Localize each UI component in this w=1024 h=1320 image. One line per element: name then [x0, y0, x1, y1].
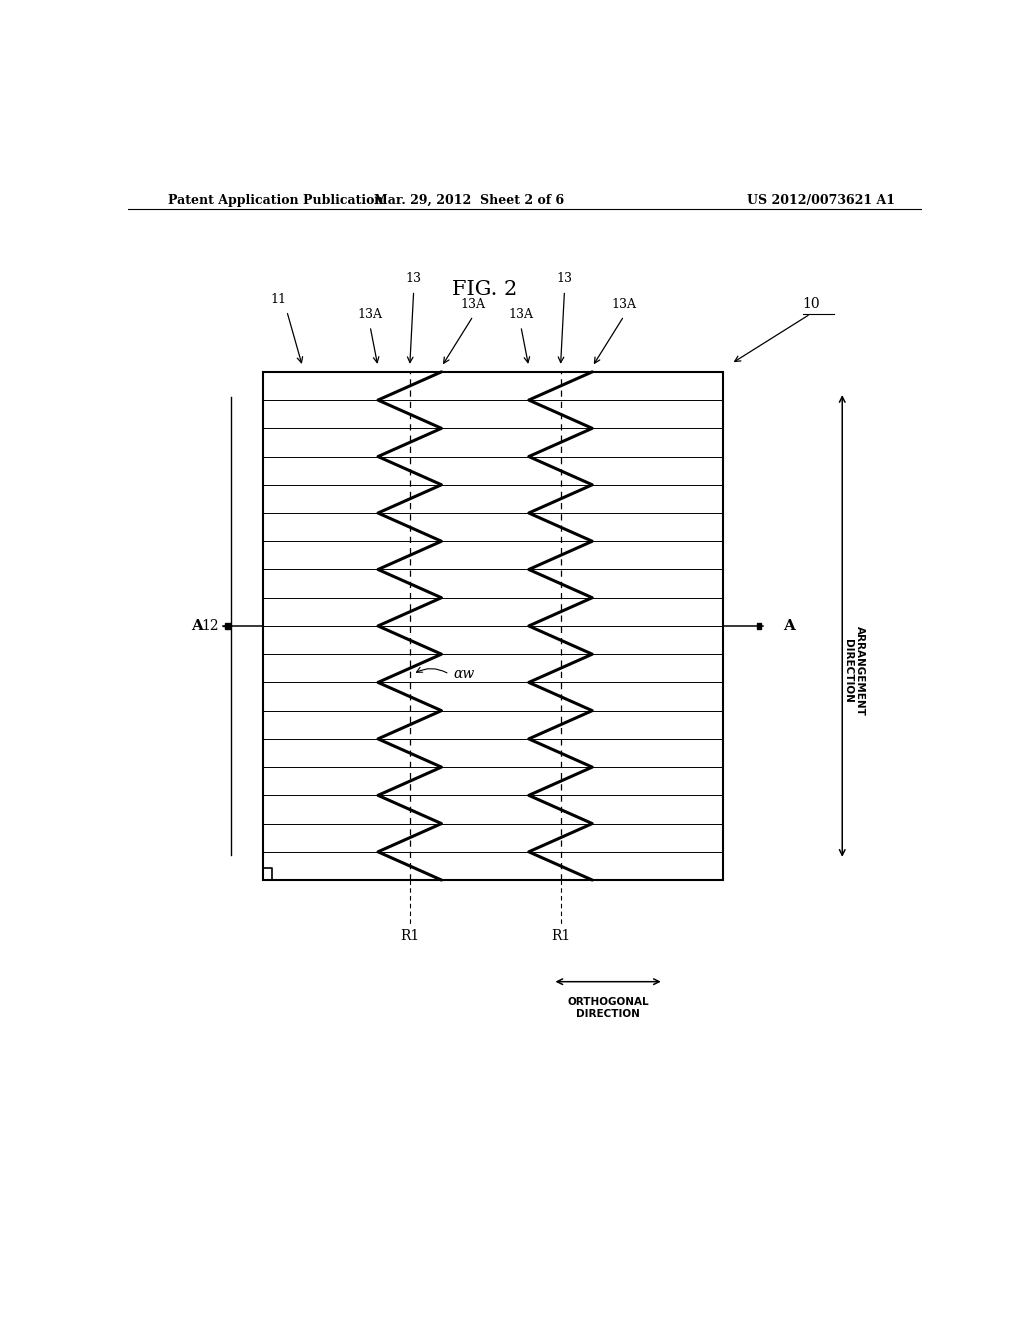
Text: 13: 13: [406, 272, 422, 285]
Text: R1: R1: [551, 929, 570, 942]
Text: ARRANGEMENT
DIRECTION: ARRANGEMENT DIRECTION: [844, 626, 865, 715]
Text: FIG. 2: FIG. 2: [453, 280, 518, 300]
Text: αw: αw: [454, 667, 475, 681]
Text: R1: R1: [400, 929, 420, 942]
Text: US 2012/0073621 A1: US 2012/0073621 A1: [748, 194, 895, 207]
Text: 11: 11: [270, 293, 287, 306]
Text: 12: 12: [202, 619, 219, 634]
Text: Patent Application Publication: Patent Application Publication: [168, 194, 383, 207]
Text: 13A: 13A: [357, 308, 383, 321]
Text: 13A: 13A: [508, 308, 534, 321]
Bar: [225, 623, 229, 630]
Text: 13A: 13A: [461, 298, 485, 312]
Text: 13A: 13A: [611, 298, 637, 312]
Text: ORTHOGONAL
DIRECTION: ORTHOGONAL DIRECTION: [567, 997, 649, 1019]
Text: 10: 10: [803, 297, 820, 312]
Bar: [263, 372, 723, 880]
Text: 13: 13: [556, 272, 572, 285]
Text: A: A: [191, 619, 204, 634]
Text: A: A: [782, 619, 795, 634]
Bar: [757, 623, 761, 630]
Text: Mar. 29, 2012  Sheet 2 of 6: Mar. 29, 2012 Sheet 2 of 6: [374, 194, 564, 207]
